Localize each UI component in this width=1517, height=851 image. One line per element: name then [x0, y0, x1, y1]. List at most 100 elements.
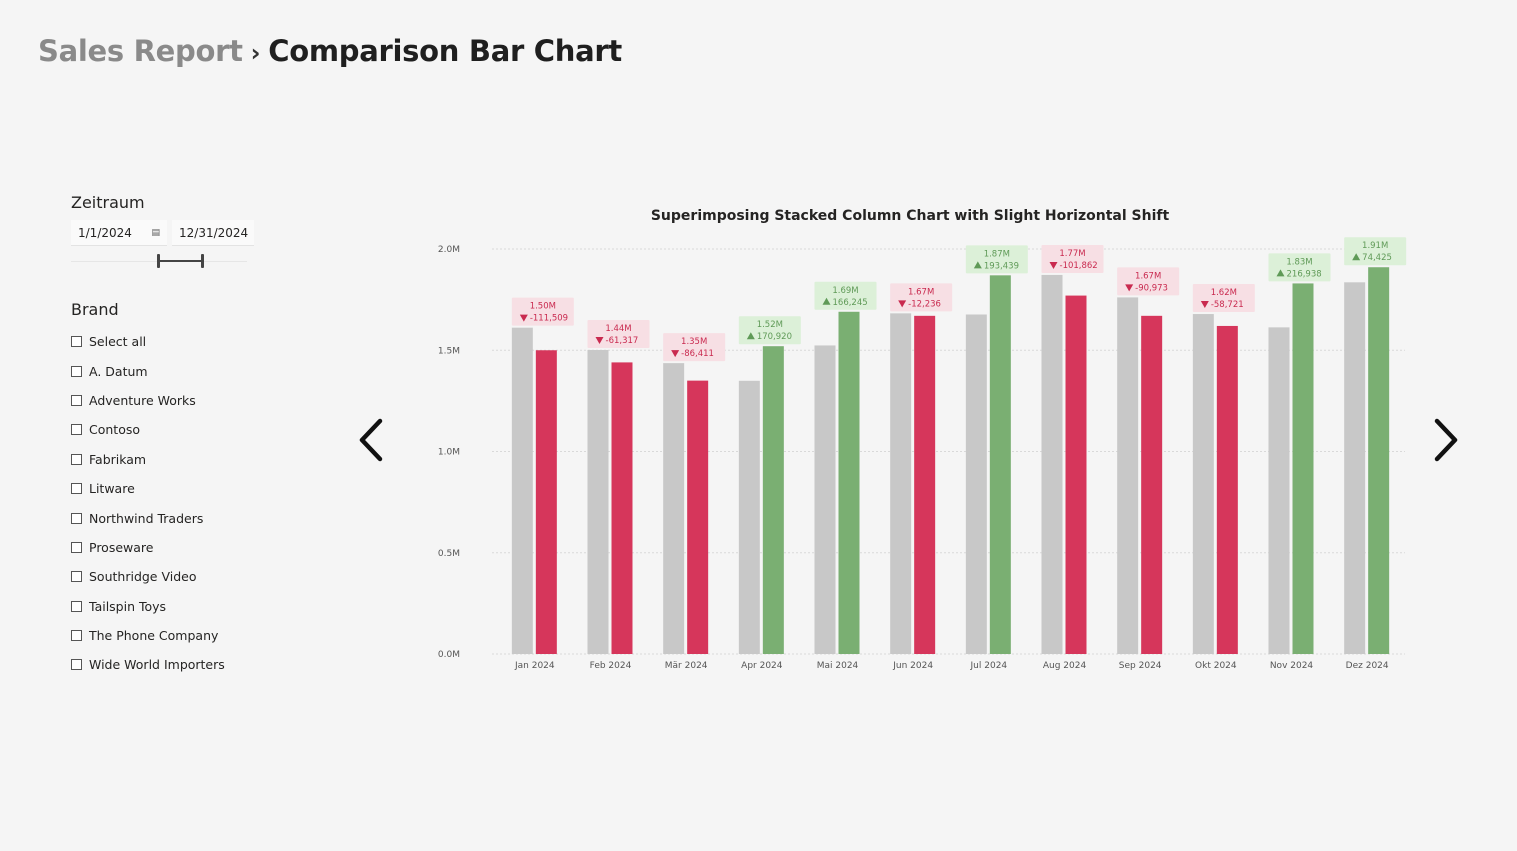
x-axis-tick-label: Feb 2024 — [590, 661, 632, 671]
brand-item-label: Tailspin Toys — [89, 598, 167, 614]
x-axis-tick-label: Apr 2024 — [741, 661, 783, 671]
current-period-bar — [535, 350, 557, 654]
range-end-handle[interactable] — [201, 254, 204, 268]
chevron-right-icon — [1434, 418, 1458, 462]
previous-period-bar — [1192, 314, 1214, 654]
data-label-background — [511, 297, 574, 326]
range-fill — [158, 260, 202, 262]
brand-checkbox[interactable] — [71, 630, 82, 642]
breadcrumb-separator: › — [250, 39, 261, 67]
brand-item-label: Litware — [89, 481, 135, 497]
variance-down-icon — [1125, 284, 1134, 292]
current-period-bar — [1216, 325, 1238, 654]
brand-item-label: A. Datum — [89, 363, 148, 379]
brand-checkbox[interactable] — [71, 424, 82, 436]
brand-item-label: Southridge Video — [89, 569, 197, 585]
breadcrumb-parent[interactable]: Sales Report — [38, 34, 243, 68]
variance-label: -111,509 — [530, 314, 568, 324]
data-label-background — [890, 283, 953, 312]
variance-label: 166,245 — [833, 298, 868, 308]
brand-item[interactable]: Wide World Importers — [71, 650, 291, 679]
brand-checkbox[interactable] — [71, 512, 82, 524]
data-label: 1.50M — [530, 302, 556, 312]
data-label: 1.87M — [984, 249, 1010, 259]
current-period-bar — [989, 275, 1011, 654]
brand-checkbox[interactable] — [71, 453, 82, 465]
x-axis-tick-label: Aug 2024 — [1043, 661, 1087, 671]
variance-label: -58,721 — [1211, 300, 1244, 310]
data-label: 1.69M — [832, 286, 858, 296]
end-date-field[interactable]: 12/31/2024 — [172, 220, 254, 246]
brand-checkbox[interactable] — [71, 541, 82, 553]
brand-item[interactable]: Litware — [71, 474, 291, 503]
brand-checkbox[interactable] — [71, 483, 82, 495]
end-date-value: 12/31/2024 — [179, 225, 249, 240]
y-axis-tick-label: 0.0M — [438, 650, 460, 660]
current-period-bar — [762, 346, 784, 654]
variance-down-icon — [519, 314, 528, 322]
brand-item-label: Contoso — [89, 422, 141, 438]
brand-checkbox[interactable] — [71, 394, 82, 406]
brand-item[interactable]: Proseware — [71, 533, 291, 562]
brand-checkbox[interactable] — [71, 571, 82, 583]
data-label: 1.67M — [908, 287, 934, 297]
chart-title: Superimposing Stacked Column Chart with … — [650, 208, 1170, 224]
date-slicer-title: Zeitraum — [71, 193, 145, 212]
brand-item[interactable]: Southridge Video — [71, 562, 291, 591]
brand-item-label: Select all — [89, 334, 147, 350]
previous-period-bar — [814, 345, 836, 654]
data-label-background — [1117, 267, 1180, 296]
chevron-left-icon — [359, 418, 383, 462]
variance-up-icon — [822, 297, 831, 305]
previous-period-bar — [1268, 327, 1290, 654]
brand-checkbox[interactable] — [71, 365, 82, 377]
calendar-icon[interactable]: ▤ — [151, 227, 160, 238]
variance-label: -90,973 — [1135, 283, 1168, 293]
variance-down-icon — [595, 336, 604, 344]
variance-label: -61,317 — [606, 336, 639, 346]
range-start-handle[interactable] — [157, 254, 160, 268]
comparison-column-chart: 0.0M 0.5M 1.0M 1.5M 2.0M 1.50M -111,509 Jan 202… — [438, 237, 1407, 671]
brand-checkbox[interactable] — [71, 659, 82, 671]
data-label-background — [814, 281, 877, 310]
next-page-button[interactable] — [1426, 416, 1466, 464]
page-title: Comparison Bar Chart — [268, 34, 622, 68]
brand-slicer-title: Brand — [71, 300, 119, 319]
brand-item[interactable]: Fabrikam — [71, 445, 291, 474]
brand-item[interactable]: Northwind Traders — [71, 503, 291, 532]
variance-label: 216,938 — [1287, 269, 1322, 279]
current-period-bar — [1292, 283, 1314, 654]
brand-item-label: Adventure Works — [89, 392, 196, 408]
brand-item[interactable]: Adventure Works — [71, 386, 291, 415]
variance-up-icon — [973, 261, 982, 269]
previous-period-bar — [1041, 274, 1063, 654]
brand-item[interactable]: The Phone Company — [71, 621, 291, 650]
brand-checkbox[interactable] — [71, 336, 82, 348]
data-label-background — [663, 333, 726, 362]
x-axis-tick-label: Jul 2024 — [970, 661, 1008, 671]
brand-item[interactable]: Tailspin Toys — [71, 592, 291, 621]
brand-item[interactable]: Select all — [71, 327, 291, 356]
start-date-field[interactable]: 1/1/2024 ▤ — [71, 220, 167, 246]
start-date-value: 1/1/2024 — [78, 225, 132, 240]
variance-up-icon — [746, 332, 755, 340]
data-label: 1.52M — [757, 320, 783, 330]
brand-checkbox[interactable] — [71, 600, 82, 612]
data-label-background — [1041, 244, 1104, 273]
data-label: 1.67M — [1135, 271, 1161, 281]
y-axis-tick-label: 1.0M — [438, 448, 460, 458]
current-period-bar — [1065, 295, 1087, 654]
brand-item-label: Fabrikam — [89, 451, 147, 467]
x-axis-tick-label: Mär 2024 — [665, 661, 708, 671]
current-period-bar — [611, 362, 633, 654]
variance-label: 193,439 — [984, 261, 1019, 271]
date-range-slider[interactable] — [71, 252, 247, 272]
x-axis-tick-label: Mai 2024 — [817, 661, 859, 671]
data-label-background — [1268, 253, 1331, 282]
brand-item[interactable]: A. Datum — [71, 356, 291, 385]
previous-page-button[interactable] — [351, 416, 391, 464]
data-label: 1.91M — [1362, 241, 1388, 251]
previous-period-bar — [1117, 297, 1139, 654]
brand-item[interactable]: Contoso — [71, 415, 291, 444]
variance-label: 74,425 — [1362, 253, 1392, 263]
